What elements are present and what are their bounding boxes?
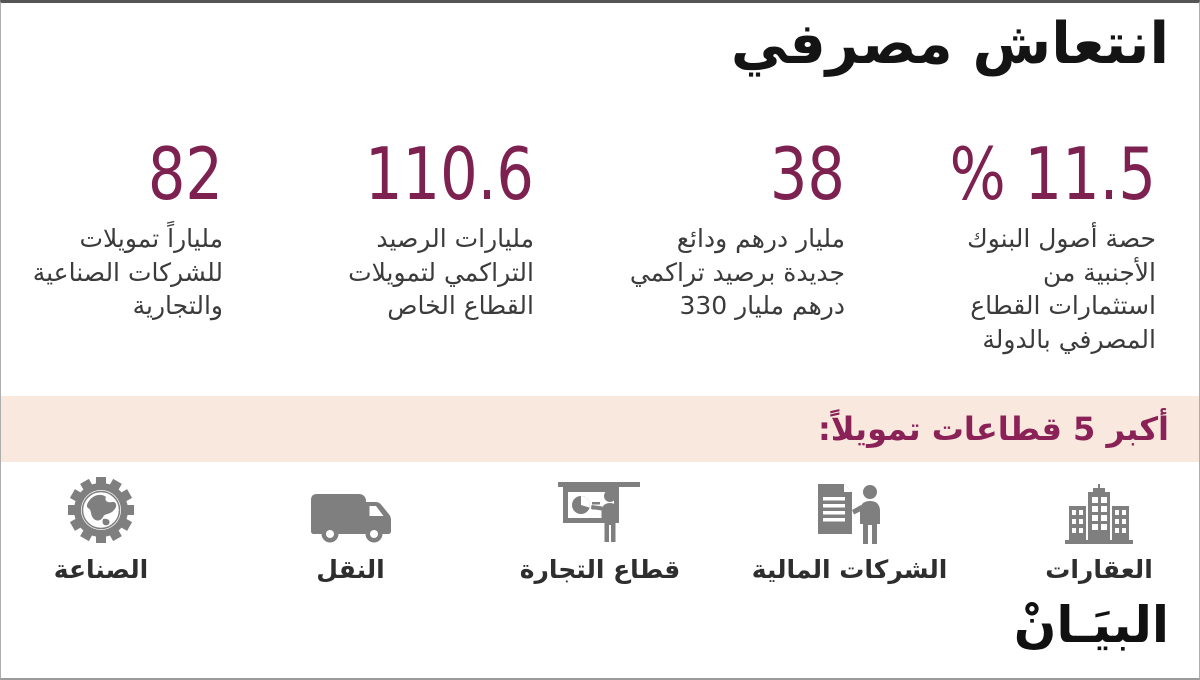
stat-description: مليارات الرصيد التراكمي لتمويلات القطاع …: [348, 224, 534, 321]
stat-industrial-commercial-financing: 82 ملياراً تمويلات للشركات الصناعية والت…: [1, 138, 223, 356]
buildings-icon: [1057, 466, 1141, 546]
sector-item-industry: الصناعة: [26, 466, 176, 584]
stat-value: 82: [147, 132, 223, 217]
businessman-document-icon: [808, 466, 892, 546]
gear-globe-icon: [65, 466, 137, 546]
van-icon: [306, 466, 396, 546]
stat-value: 110.6: [364, 132, 534, 217]
stat-description: ملياراً تمويلات للشركات الصناعية والتجار…: [32, 224, 223, 321]
top-sectors-banner: أكبر 5 قطاعات تمويلاً:: [1, 396, 1199, 462]
sector-label: قطاع التجارة: [519, 555, 681, 584]
stat-value: % 11.5: [949, 132, 1156, 217]
page-title: انتعاش مصرفي: [730, 11, 1169, 77]
stats-row: % 11.5 حصة أصول البنوك الأجنبية من استثم…: [1, 138, 1199, 356]
stat-private-sector-credit: 110.6 مليارات الرصيد التراكمي لتمويلات ا…: [223, 138, 534, 356]
sector-label: النقل: [316, 555, 385, 584]
sectors-row: العقارات الشركات المال: [1, 466, 1199, 584]
stat-value: 38: [769, 132, 845, 217]
stat-new-deposits: 38 مليار درهم ودائع جديدة برصيد تراكمي ‪…: [534, 138, 845, 356]
sector-item-transport: النقل: [276, 466, 426, 584]
top-sectors-title: أكبر 5 قطاعات تمويلاً:: [817, 410, 1169, 448]
sector-item-real-estate: العقارات: [1024, 466, 1174, 584]
presenter-pie-chart-icon: [558, 466, 642, 546]
sector-item-trade: قطاع التجارة: [520, 466, 680, 584]
sector-label: الصناعة: [53, 555, 149, 584]
sector-label: العقارات: [1045, 555, 1153, 584]
footer: البيَـانْ: [1, 595, 1199, 655]
stat-foreign-banks-share: % 11.5 حصة أصول البنوك الأجنبية من استثم…: [845, 138, 1156, 356]
sector-item-financial-companies: الشركات المالية: [752, 466, 947, 584]
stat-description: حصة أصول البنوك الأجنبية من استثمارات ال…: [967, 224, 1156, 354]
sector-label: الشركات المالية: [751, 555, 948, 584]
albayan-logo: البيَـانْ: [1013, 595, 1169, 654]
stat-description: مليار درهم ودائع جديدة برصيد تراكمي ‪330…: [629, 224, 845, 321]
